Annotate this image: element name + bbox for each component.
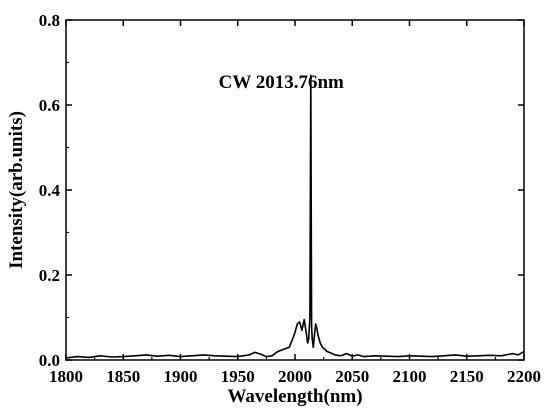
y-axis-title: Intensity(arb.units)	[6, 111, 27, 269]
x-tick-label: 2100	[393, 367, 427, 386]
x-tick-label: 1900	[164, 367, 198, 386]
x-tick-label: 2050	[335, 367, 369, 386]
x-tick-label: 2150	[450, 367, 484, 386]
x-tick-label: 1950	[221, 367, 255, 386]
x-tick-label: 1800	[49, 367, 83, 386]
y-axis-ticks: 0.0 0.2 0.4 0.6 0.8	[39, 11, 524, 370]
y-tick-label: 0.4	[39, 181, 61, 200]
spectrum-line	[65, 74, 525, 359]
plot-area-frame	[65, 19, 525, 361]
y-tick-label: 0.6	[39, 96, 60, 115]
y-tick-label: 0.0	[39, 351, 60, 370]
x-axis-title: Wavelength(nm)	[227, 386, 362, 407]
peak-annotation: CW 2013.76nm	[219, 72, 344, 93]
x-axis-ticks: 1800 1850 1900 1950 2000 2050 2100 2150 2200	[49, 20, 541, 386]
x-tick-label: 2000	[278, 367, 312, 386]
x-tick-label: 1850	[106, 367, 140, 386]
y-tick-label: 0.2	[39, 266, 60, 285]
y-tick-label: 0.8	[39, 11, 60, 30]
x-tick-label: 2200	[507, 367, 541, 386]
